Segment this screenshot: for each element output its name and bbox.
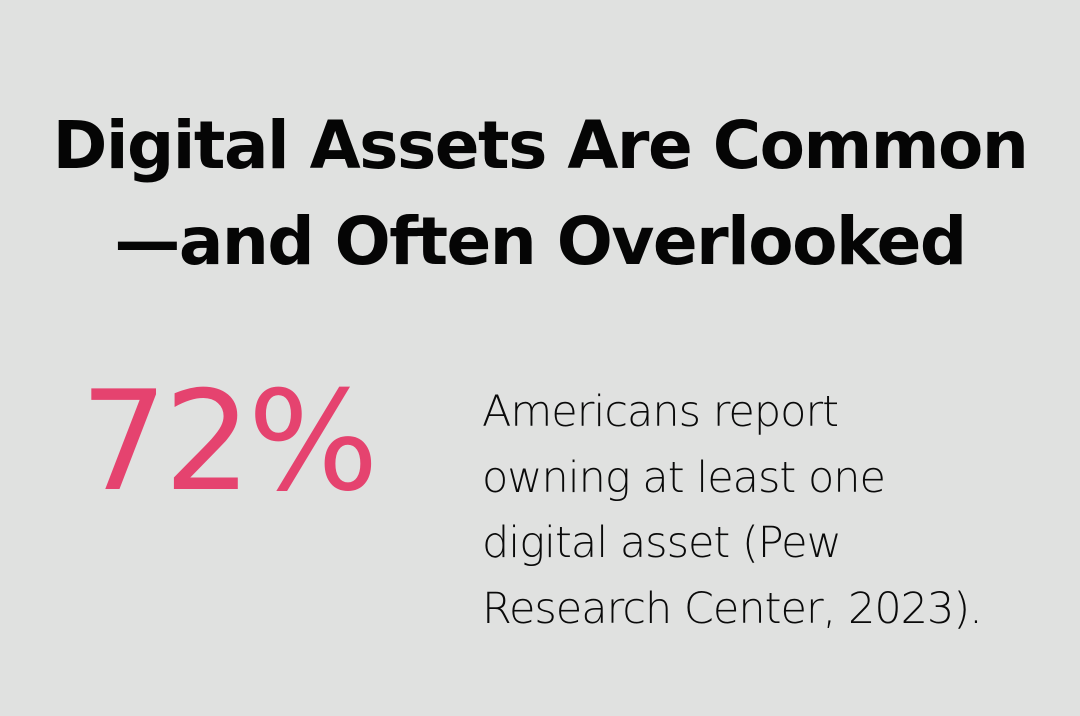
description-line: Research Center, 2023). [482, 583, 983, 634]
title-line-1: Digital Assets Are Common [52, 107, 1029, 184]
stat-description: Americans report owning at least one dig… [482, 380, 1042, 642]
description-line: owning at least one [482, 452, 886, 503]
stat-value: 72% [80, 361, 379, 522]
page-title: Digital Assets Are Common —and Often Ove… [0, 98, 1080, 290]
description-line: digital asset (Pew [482, 518, 842, 568]
description-line: Americans report [482, 387, 839, 437]
title-line-2: —and Often Overlooked [114, 203, 967, 280]
